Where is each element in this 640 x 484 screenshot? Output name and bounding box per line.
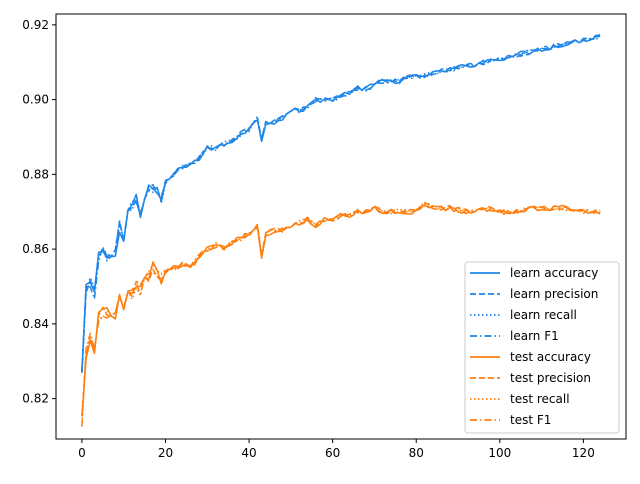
x-tick-label: 80: [409, 446, 424, 460]
series-line-test-f1: [81, 205, 601, 426]
legend-label: learn accuracy: [510, 266, 598, 280]
x-tick-label: 40: [241, 446, 256, 460]
x-tick-label: 100: [488, 446, 511, 460]
y-tick-label: 0.86: [22, 242, 49, 256]
legend-label: learn recall: [510, 308, 577, 322]
y-tick-label: 0.84: [22, 317, 49, 331]
legend-label: test F1: [510, 413, 551, 427]
legend-label: test precision: [510, 371, 591, 385]
x-tick-label: 60: [325, 446, 340, 460]
legend: learn accuracy learn precision learn recal…: [464, 261, 620, 434]
plot-frame: [55, 13, 627, 440]
y-tick-label: 0.92: [22, 18, 49, 32]
x-tick-label: 20: [158, 446, 173, 460]
legend-label: test accuracy: [510, 350, 591, 364]
legend-label: learn F1: [510, 329, 559, 343]
legend-box: [464, 261, 620, 434]
series-line-learn-f1: [81, 34, 601, 371]
legend-label: learn precision: [510, 287, 598, 301]
y-tick-label: 0.88: [22, 167, 49, 181]
x-tick-label: 0: [78, 446, 86, 460]
y-tick-label: 0.90: [22, 93, 49, 107]
x-tick-label: 120: [572, 446, 595, 460]
series-layer: [81, 33, 601, 427]
series-line-learn-recall: [81, 36, 601, 372]
y-tick-label: 0.82: [22, 392, 49, 406]
y-axis: 0.82 0.84 0.86 0.88 0.90 0.92: [22, 18, 56, 406]
x-axis: 0 20 40 60 80 100 120: [78, 439, 595, 460]
legend-label: test recall: [510, 392, 570, 406]
